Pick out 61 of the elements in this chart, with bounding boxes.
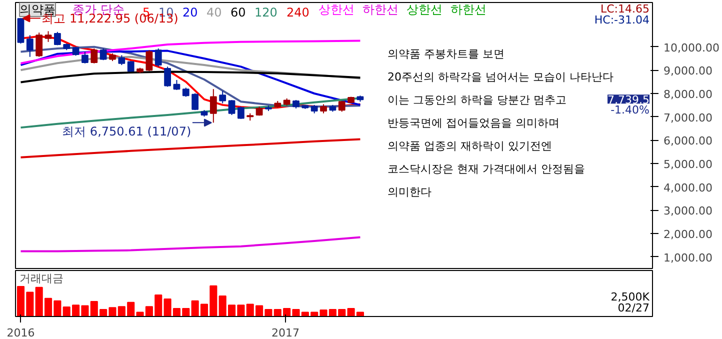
annotation: 하한선: [450, 2, 486, 16]
line-series: [20, 56, 362, 80]
annotation: 의미한다: [388, 186, 432, 198]
y-tick-label: 2,000.00: [664, 228, 712, 241]
line-series: [20, 40, 362, 64]
text: 120: [254, 6, 278, 20]
candlestick: [36, 32, 43, 58]
candlestick: [320, 104, 327, 114]
annotation: 20주선의 하락각을 넘어서는 모습이 나타난다: [388, 70, 614, 84]
candlestick: [192, 92, 199, 111]
x-tick-label: 2016: [6, 326, 35, 339]
y-tick-label: 8,000.00: [664, 88, 712, 101]
y-tick-label: 7,000.00: [664, 111, 712, 124]
candlestick: [237, 106, 244, 120]
candlestick: [228, 100, 236, 116]
text: 상한선: [318, 2, 354, 16]
candlestick: [164, 66, 171, 88]
annotation: HC:-31.04: [594, 14, 650, 26]
chart-title: 의약품: [20, 2, 56, 16]
candlestick: [100, 48, 107, 61]
candlestick: [17, 18, 24, 44]
annotation: 이는 그동안의 하락을 당분간 멈추고: [388, 94, 566, 106]
candlestick: [127, 60, 134, 72]
candlestick: [54, 31, 61, 46]
candlestick: [173, 79, 180, 90]
candlestick: [219, 90, 226, 104]
y-tick-label: 4,000.00: [664, 181, 712, 194]
annotation: 2,500K: [610, 290, 650, 304]
annotation: 반등국면에 접어들었음을 의미하며: [388, 116, 560, 130]
candlestick: [26, 34, 34, 58]
line-series: [20, 138, 362, 158]
x-tick-label: 2017: [272, 326, 300, 339]
y-tick-label: 5,000.00: [664, 158, 712, 171]
candlestick: [210, 88, 217, 124]
y-tick-label: 10,000.00: [664, 41, 720, 54]
text: 240: [286, 6, 310, 20]
line-series: [20, 236, 362, 252]
text: 40: [206, 6, 222, 20]
candlestick: [146, 50, 153, 72]
y-tick-label: 9,000.00: [664, 64, 712, 78]
text: 60: [230, 6, 246, 20]
annotation: 최저 6,750.61 (11/07): [62, 124, 192, 139]
annotation: 의약품 주봉차트를 보면: [388, 48, 504, 60]
candlestick: [90, 48, 98, 64]
annotation: 의약품 업종의 재하락이 있기전엔: [388, 140, 552, 152]
text: 20: [182, 6, 198, 20]
line-series: [20, 70, 362, 84]
chart-title: 거래대금: [20, 272, 64, 285]
candlestick: [154, 48, 162, 68]
annotation: 상한선: [406, 2, 442, 16]
candlestick: [118, 54, 126, 66]
annotation: LC:14.65: [600, 2, 650, 16]
annotation: 코스닥시장은 현재 가격대에서 안정됨을: [388, 162, 585, 176]
candlestick: [82, 51, 88, 64]
candlestick: [44, 30, 52, 42]
annotation: 02/27: [618, 302, 650, 314]
candlestick: [182, 87, 190, 98]
text: 하한선: [362, 2, 398, 16]
y-tick-label: 3,000.00: [664, 204, 712, 218]
y-tick-label: 1,000.00: [664, 251, 712, 264]
y-tick-label: 6,000.00: [664, 134, 712, 148]
